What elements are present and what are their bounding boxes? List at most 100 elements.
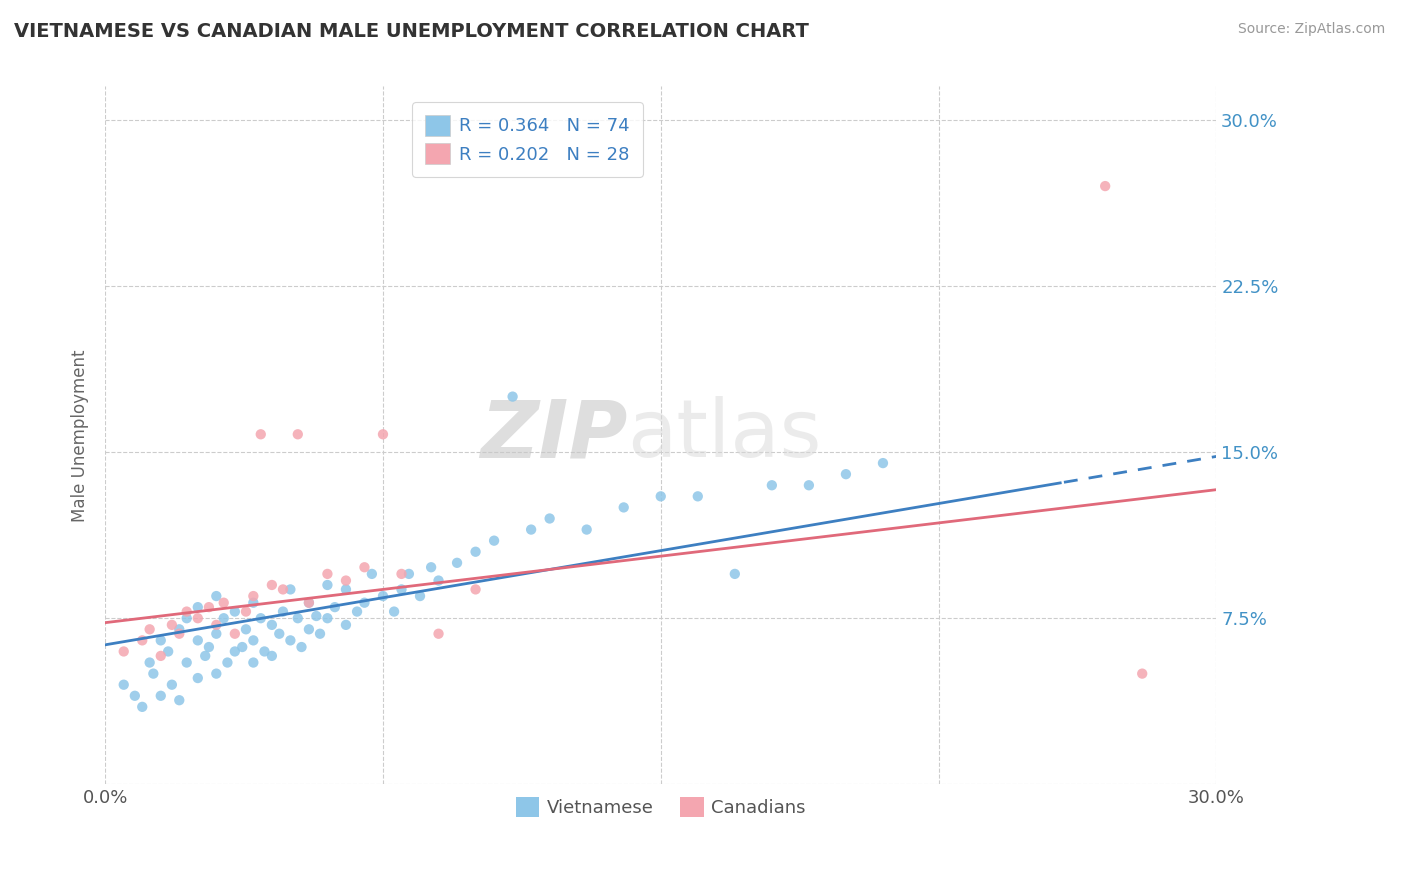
Point <box>131 633 153 648</box>
Point <box>575 523 598 537</box>
Point <box>316 578 339 592</box>
Point <box>298 622 321 636</box>
Point <box>187 633 209 648</box>
Point <box>212 611 235 625</box>
Point <box>613 500 636 515</box>
Point <box>346 605 368 619</box>
Point <box>427 574 450 588</box>
Point <box>149 689 172 703</box>
Point <box>112 644 135 658</box>
Point <box>235 605 257 619</box>
Point <box>464 545 486 559</box>
Point <box>391 582 413 597</box>
Y-axis label: Male Unemployment: Male Unemployment <box>72 349 89 522</box>
Point <box>142 666 165 681</box>
Point <box>217 656 239 670</box>
Point <box>650 489 672 503</box>
Point <box>761 478 783 492</box>
Point <box>242 596 264 610</box>
Point <box>353 560 375 574</box>
Point <box>224 626 246 640</box>
Point <box>176 656 198 670</box>
Point <box>260 618 283 632</box>
Point <box>797 478 820 492</box>
Point <box>187 600 209 615</box>
Point <box>169 693 191 707</box>
Point <box>198 640 221 654</box>
Point <box>316 566 339 581</box>
Point <box>1130 666 1153 681</box>
Point <box>335 582 357 597</box>
Point <box>112 678 135 692</box>
Point <box>298 596 321 610</box>
Point <box>360 566 382 581</box>
Point <box>160 678 183 692</box>
Point <box>149 648 172 663</box>
Point <box>287 611 309 625</box>
Point <box>249 427 271 442</box>
Point <box>235 622 257 636</box>
Point <box>280 582 302 597</box>
Point <box>520 523 543 537</box>
Point <box>323 600 346 615</box>
Point <box>205 589 228 603</box>
Point <box>316 611 339 625</box>
Point <box>538 511 561 525</box>
Point <box>398 566 420 581</box>
Point <box>124 689 146 703</box>
Point <box>427 626 450 640</box>
Point <box>724 566 747 581</box>
Point <box>253 644 276 658</box>
Point <box>305 609 328 624</box>
Point <box>287 427 309 442</box>
Point <box>446 556 468 570</box>
Point <box>176 605 198 619</box>
Point <box>231 640 253 654</box>
Point <box>260 578 283 592</box>
Point <box>242 633 264 648</box>
Point <box>280 633 302 648</box>
Point <box>249 611 271 625</box>
Point <box>271 582 294 597</box>
Point <box>335 618 357 632</box>
Point <box>502 390 524 404</box>
Point <box>198 600 221 615</box>
Point <box>482 533 505 548</box>
Text: VIETNAMESE VS CANADIAN MALE UNEMPLOYMENT CORRELATION CHART: VIETNAMESE VS CANADIAN MALE UNEMPLOYMENT… <box>14 22 808 41</box>
Point <box>157 644 180 658</box>
Point <box>686 489 709 503</box>
Point <box>335 574 357 588</box>
Point <box>187 611 209 625</box>
Point <box>290 640 312 654</box>
Point <box>271 605 294 619</box>
Point <box>224 644 246 658</box>
Point <box>194 648 217 663</box>
Point <box>409 589 432 603</box>
Point <box>464 582 486 597</box>
Point <box>260 648 283 663</box>
Point <box>371 427 394 442</box>
Point <box>269 626 291 640</box>
Point <box>298 596 321 610</box>
Point <box>1094 179 1116 194</box>
Point <box>212 596 235 610</box>
Point <box>353 596 375 610</box>
Point <box>391 566 413 581</box>
Point <box>187 671 209 685</box>
Point <box>149 633 172 648</box>
Point <box>224 605 246 619</box>
Point <box>382 605 405 619</box>
Point <box>242 656 264 670</box>
Point <box>420 560 443 574</box>
Point <box>205 666 228 681</box>
Text: Source: ZipAtlas.com: Source: ZipAtlas.com <box>1237 22 1385 37</box>
Point <box>169 626 191 640</box>
Point <box>131 699 153 714</box>
Point <box>138 656 160 670</box>
Point <box>205 618 228 632</box>
Point <box>205 626 228 640</box>
Legend: Vietnamese, Canadians: Vietnamese, Canadians <box>509 790 813 824</box>
Text: ZIP: ZIP <box>479 396 627 475</box>
Point <box>371 589 394 603</box>
Point <box>138 622 160 636</box>
